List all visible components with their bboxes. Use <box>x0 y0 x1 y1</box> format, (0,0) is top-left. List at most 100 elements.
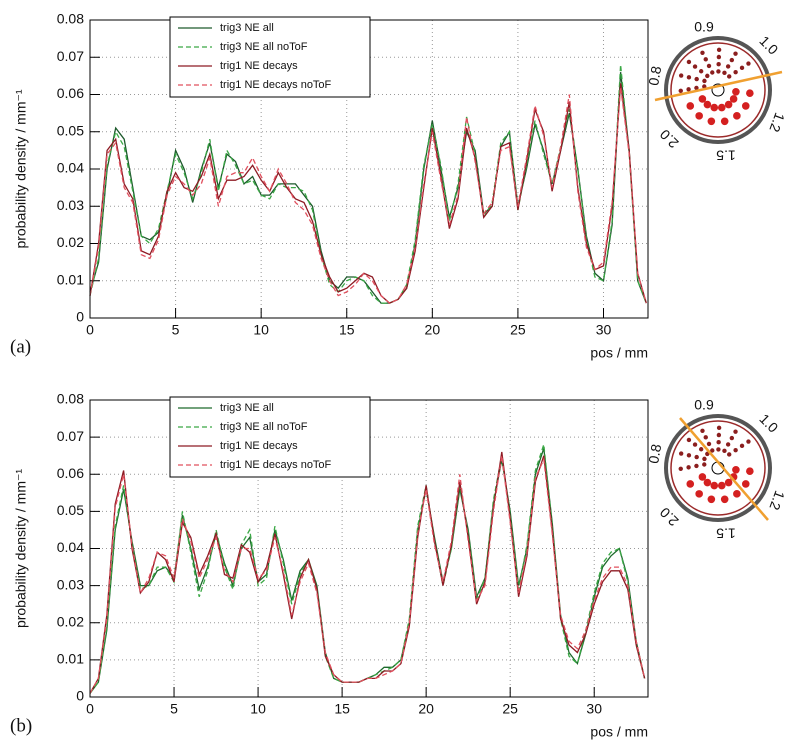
inset-label: 2.0 <box>656 504 681 529</box>
inset-dot <box>678 451 684 456</box>
inset-dot <box>727 74 732 79</box>
inset-dot <box>746 467 754 475</box>
y-tick-label: 0.06 <box>57 465 84 481</box>
y-tick-label: 0.01 <box>57 651 84 667</box>
inset-dot <box>733 490 741 498</box>
inset-dot <box>703 57 708 62</box>
inset-label: 0.9 <box>694 397 714 413</box>
y-tick-label: 0.01 <box>57 271 84 287</box>
x-tick-label: 10 <box>253 322 269 338</box>
inset-dot <box>725 64 731 69</box>
inset-dot <box>686 87 691 92</box>
inset-dot <box>733 69 738 75</box>
inset-dot <box>695 490 703 498</box>
inset-dot <box>698 447 704 452</box>
x-tick-label: 5 <box>170 701 178 717</box>
inset-ring <box>670 420 766 516</box>
inset-label: 0.8 <box>645 65 664 87</box>
inset-dot <box>717 103 726 112</box>
inset-dot <box>716 447 721 452</box>
inset-dot <box>716 54 722 60</box>
inset-ring <box>670 42 766 138</box>
x-tick-label: 0 <box>86 701 94 717</box>
inset-dot <box>702 456 707 462</box>
legend-label: trig3 NE all noToF <box>220 421 308 433</box>
inset-dot <box>702 84 707 89</box>
inset-dot <box>720 117 729 126</box>
inset-dot <box>746 439 751 444</box>
inset: 0.9 1.0 0.8 1.2 1.5 2.0 <box>645 19 788 164</box>
y-axis-label: probability density / mm⁻¹ <box>13 89 29 248</box>
inset-dot <box>739 65 745 71</box>
inset-dot <box>724 478 733 487</box>
inset-dot <box>706 63 712 69</box>
inset-dot <box>716 425 722 431</box>
x-tick-label: 15 <box>334 701 350 717</box>
x-tick-label: 20 <box>425 322 441 338</box>
inset-dot <box>746 61 751 66</box>
x-tick-label: 25 <box>510 322 526 338</box>
inset-dot <box>732 87 740 96</box>
x-axis-label: pos / mm <box>590 345 648 361</box>
inset-dot <box>695 112 703 120</box>
inset-dot <box>729 435 735 441</box>
inset-dot <box>716 440 721 445</box>
inset-dot <box>733 112 741 120</box>
inset-dot <box>733 51 738 56</box>
y-tick-label: 0 <box>76 309 84 325</box>
inset-dot <box>727 452 732 457</box>
inset-dot <box>732 465 740 474</box>
inset-dot <box>733 429 738 434</box>
y-tick-label: 0.02 <box>57 234 84 250</box>
inset-dot <box>716 432 722 438</box>
inset-dot <box>716 47 722 53</box>
inset-dot <box>702 462 707 467</box>
x-tick-label: 30 <box>596 322 612 338</box>
legend-label: trig1 NE decays <box>220 60 298 72</box>
inset-dot <box>724 100 733 109</box>
x-tick-label: 10 <box>250 701 266 717</box>
y-tick-label: 0.03 <box>57 197 84 213</box>
inset-label: 1.5 <box>716 147 736 163</box>
y-tick-label: 0.04 <box>57 160 84 176</box>
legend-box <box>169 16 371 98</box>
inset-dot <box>694 463 699 469</box>
inset-dot <box>710 70 715 75</box>
inset-scan-line <box>679 417 769 521</box>
x-axis-label: pos / mm <box>590 724 648 740</box>
inset-dot <box>692 442 698 447</box>
legend-label: trig1 NE decays noToF <box>220 459 332 471</box>
inset-dot <box>741 102 750 110</box>
inset-label: 0.8 <box>645 443 664 465</box>
inset-dot <box>722 448 727 454</box>
legend-label: trig3 NE all <box>220 402 274 414</box>
inset-dot <box>710 481 719 490</box>
inset-dot <box>722 70 727 76</box>
inset-dot <box>686 480 695 488</box>
x-tick-label: 15 <box>339 322 355 338</box>
y-tick-label: 0 <box>76 688 84 704</box>
x-tick-label: 5 <box>172 322 180 338</box>
inset-label: 1.2 <box>766 111 788 135</box>
inset-dot <box>705 73 710 79</box>
x-tick-label: 20 <box>418 701 434 717</box>
inset-dot <box>678 88 683 93</box>
inset-dot <box>739 443 745 449</box>
inset-dot <box>716 69 721 74</box>
inset-dot <box>733 447 738 453</box>
inset-dot <box>692 64 698 69</box>
inset-dot <box>720 495 729 504</box>
y-tick-label: 0.08 <box>57 11 84 27</box>
x-tick-label: 30 <box>586 701 602 717</box>
legend-label: trig1 NE decays <box>220 440 298 452</box>
inset-dot <box>698 95 707 103</box>
inset-dot <box>741 480 750 488</box>
inset-label: 1.2 <box>766 489 788 513</box>
y-tick-label: 0.06 <box>57 85 84 101</box>
inset-dot <box>694 85 699 91</box>
y-tick-label: 0.04 <box>57 539 84 555</box>
inset-dot <box>710 103 719 112</box>
inset-dot <box>686 453 692 458</box>
y-tick-label: 0.05 <box>57 122 84 138</box>
inset-dot <box>725 442 731 447</box>
